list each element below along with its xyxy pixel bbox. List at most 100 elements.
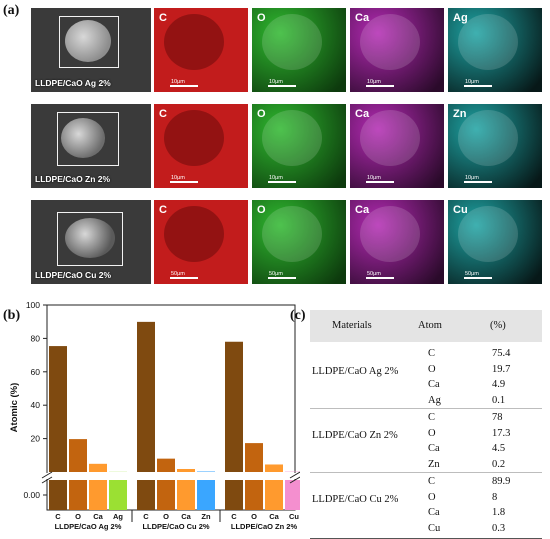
bar-zn — [197, 471, 215, 472]
percent-cell: 8 — [492, 492, 497, 503]
group-separator — [310, 408, 542, 409]
bar-base-ca — [89, 480, 107, 510]
atom-cell: O — [428, 364, 436, 375]
atom-cell: Ca — [428, 507, 440, 518]
percent-cell: 78 — [492, 412, 503, 423]
y-tick-label: 20 — [31, 434, 41, 444]
element-label: O — [257, 108, 266, 120]
x-category-label: O — [251, 512, 257, 521]
x-category-label: O — [163, 512, 169, 521]
y-tick-label: 80 — [31, 333, 41, 343]
axis-break-gap — [45, 473, 297, 479]
sem-image: LLDPE/CaO Zn 2% — [31, 104, 151, 188]
x-category-label: C — [143, 512, 149, 521]
percent-cell: 0.2 — [492, 459, 505, 470]
element-label: Cu — [453, 204, 468, 216]
atom-cell: C — [428, 412, 435, 423]
element-label: Zn — [453, 108, 466, 120]
scale-bar — [464, 277, 492, 279]
material-name: LLDPE/CaO Cu 2% — [312, 494, 398, 505]
percent-cell: 0.1 — [492, 395, 505, 406]
atom-cell: Cu — [428, 523, 440, 534]
atom-cell: O — [428, 428, 436, 439]
element-label: Ca — [355, 204, 369, 216]
table-header: Materials Atom (%) — [310, 310, 542, 342]
element-map-o: O 10μm — [252, 104, 346, 188]
percent-cell: 17.3 — [492, 428, 510, 439]
element-label: C — [159, 12, 167, 24]
bar-ca — [265, 464, 283, 472]
particle-signal — [262, 206, 322, 262]
element-label: Ca — [355, 108, 369, 120]
particle — [65, 20, 111, 62]
element-label: Ca — [355, 12, 369, 24]
atom-cell: O — [428, 492, 436, 503]
bar-base-o — [157, 480, 175, 510]
atom-cell: Ca — [428, 443, 440, 454]
bar-ca — [177, 469, 195, 472]
header-materials: Materials — [332, 320, 372, 331]
bar-o — [157, 459, 175, 472]
scale-bar — [366, 85, 394, 87]
bar-base-ca — [177, 480, 195, 510]
element-map-zn: Zn 10μm — [448, 104, 542, 188]
x-category-label: Ag — [113, 512, 123, 521]
bar-base-c — [225, 480, 243, 510]
x-category-label: Cu — [289, 512, 299, 521]
atom-cell: Ca — [428, 379, 440, 390]
particle-signal — [458, 110, 518, 166]
percent-cell: 19.7 — [492, 364, 510, 375]
scale-label: 10μm — [269, 175, 283, 181]
material-name: LLDPE/CaO Ag 2% — [312, 366, 398, 377]
scale-label: 10μm — [367, 175, 381, 181]
y-tick-label: 60 — [31, 367, 41, 377]
plot-frame — [47, 305, 295, 510]
x-category-label: C — [231, 512, 237, 521]
bar-base-o — [245, 480, 263, 510]
element-map-ca: Ca 10μm — [350, 104, 444, 188]
bar-c — [49, 346, 67, 472]
scale-bar — [170, 85, 198, 87]
atom-cell: Zn — [428, 459, 440, 470]
header-atom: Atom — [418, 320, 442, 331]
element-label: O — [257, 12, 266, 24]
scale-label: 50μm — [465, 271, 479, 277]
percent-cell: 4.5 — [492, 443, 505, 454]
scale-bar — [268, 181, 296, 183]
element-map-c: C 10μm — [154, 8, 248, 92]
bar-c — [225, 342, 243, 472]
percent-cell: 1.8 — [492, 507, 505, 518]
scale-label: 50μm — [171, 271, 185, 277]
bar-ca — [89, 464, 107, 472]
scale-label: 10μm — [171, 79, 185, 85]
particle-signal — [164, 206, 224, 262]
group-label: LLDPE/CaO Zn 2% — [231, 522, 298, 531]
element-label: C — [159, 108, 167, 120]
bar-base-c — [137, 480, 155, 510]
x-category-label: Ca — [269, 512, 279, 521]
bar-base-ag — [109, 480, 127, 510]
sample-label: LLDPE/CaO Zn 2% — [35, 174, 110, 184]
particle-signal — [262, 110, 322, 166]
scale-label: 10μm — [465, 79, 479, 85]
percent-cell: 0.3 — [492, 523, 505, 534]
sem-image: LLDPE/CaO Ag 2% — [31, 8, 151, 92]
scale-label: 10μm — [465, 175, 479, 181]
sample-label: LLDPE/CaO Cu 2% — [35, 270, 111, 280]
y-tick-label: 0.00 — [23, 490, 40, 500]
bar-base-o — [69, 480, 87, 510]
scale-label: 50μm — [269, 271, 283, 277]
scale-bar — [366, 277, 394, 279]
y-tick-label: 100 — [26, 300, 40, 310]
y-tick-label: 40 — [31, 400, 41, 410]
particle-signal — [164, 14, 224, 70]
group-label: LLDPE/CaO Ag 2% — [55, 522, 122, 531]
x-category-label: Ca — [181, 512, 191, 521]
